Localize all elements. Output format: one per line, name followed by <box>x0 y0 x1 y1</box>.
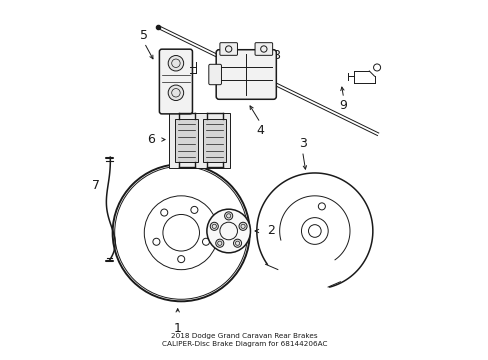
FancyBboxPatch shape <box>216 50 276 99</box>
FancyBboxPatch shape <box>208 64 221 85</box>
Circle shape <box>224 212 232 220</box>
Text: 7: 7 <box>92 179 100 192</box>
Circle shape <box>210 222 218 230</box>
FancyBboxPatch shape <box>220 43 237 55</box>
Circle shape <box>233 239 241 247</box>
Text: 5: 5 <box>140 29 148 42</box>
Circle shape <box>215 239 224 247</box>
FancyBboxPatch shape <box>255 43 272 55</box>
Text: 2018 Dodge Grand Caravan Rear Brakes
CALIPER-Disc Brake Diagram for 68144206AC: 2018 Dodge Grand Caravan Rear Brakes CAL… <box>162 333 326 347</box>
Text: 3: 3 <box>298 137 306 150</box>
FancyBboxPatch shape <box>159 49 192 114</box>
Text: 1: 1 <box>173 323 181 336</box>
Text: 6: 6 <box>147 133 155 146</box>
Bar <box>203 119 226 162</box>
Text: 8: 8 <box>272 49 280 62</box>
Circle shape <box>206 209 250 253</box>
Circle shape <box>168 85 183 100</box>
Text: 4: 4 <box>256 124 264 137</box>
Bar <box>175 119 198 162</box>
Bar <box>168 113 230 168</box>
Text: 2: 2 <box>267 225 275 238</box>
Circle shape <box>239 222 246 230</box>
Text: 9: 9 <box>338 99 346 112</box>
Circle shape <box>168 55 183 71</box>
